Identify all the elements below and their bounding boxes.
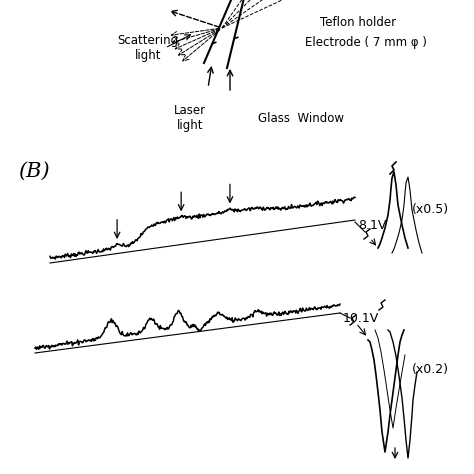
Text: (x0.5): (x0.5) <box>412 203 449 217</box>
Text: Glass  Window: Glass Window <box>258 111 344 125</box>
Text: Scattering
light: Scattering light <box>118 34 179 62</box>
Text: (x0.2): (x0.2) <box>412 364 449 376</box>
Text: (B): (B) <box>18 162 50 181</box>
Text: 10.1V: 10.1V <box>343 311 379 325</box>
Text: Teflon holder: Teflon holder <box>320 16 396 28</box>
Text: Electrode ( 7 mm φ ): Electrode ( 7 mm φ ) <box>305 36 427 48</box>
Text: Laser
light: Laser light <box>174 104 206 132</box>
Text: 8.1V: 8.1V <box>358 219 386 231</box>
